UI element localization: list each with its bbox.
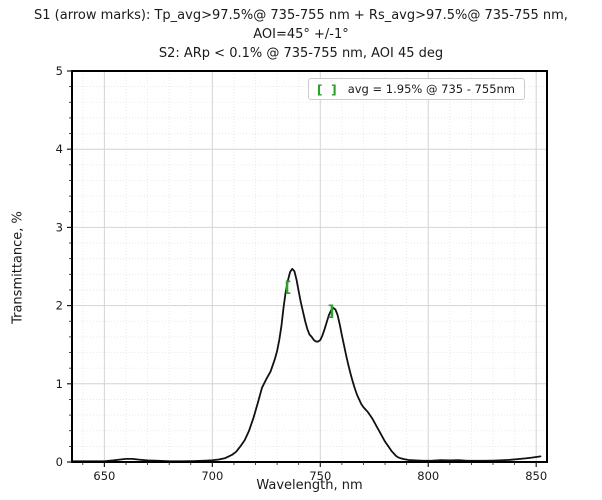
axis-tick-labels: 650 700 750 800 850 0 1 2 3 4 5 [56,64,548,483]
axes-spines [71,70,548,463]
x-tick-label: 850 [525,469,547,483]
plot-area: [] 650 700 750 800 850 0 1 2 3 4 5 [56,64,548,483]
chart-title: S1 (arrow marks): Tp_avg>97.5%@ 735-755 … [0,6,602,63]
y-tick-label: 1 [56,377,63,391]
legend: [ ] avg = 1.95% @ 735 - 755nm [307,78,525,100]
legend-label: avg = 1.95% @ 735 - 755nm [347,82,515,96]
grid-minor [72,71,547,462]
x-tick-label: 700 [201,469,223,483]
y-tick-label: 4 [56,142,63,156]
x-axis-label: Wavelength, nm [256,478,363,493]
y-tick-label: 5 [56,64,63,78]
y-tick-label: 0 [56,455,63,469]
y-axis-label: Transmittance, % [10,211,26,324]
band-bracket-left-icon: [ [284,278,291,296]
y-tick-label: 2 [56,299,63,313]
x-tick-label: 800 [417,469,439,483]
y-tick-label: 3 [56,220,63,234]
transmittance-curve [71,267,542,463]
x-tick-label: 750 [309,469,331,483]
axis-ticks [67,70,537,467]
grid-major [72,71,547,462]
chart-title-line3: S2: ARp < 0.1% @ 735-755 nm, AOI 45 deg [158,46,444,61]
plot-canvas: [] 650 700 750 800 850 0 1 2 3 4 5 [56,64,548,483]
legend-bracket-marker-icon: [ ] [316,81,339,97]
band-bracket-markers: [] [284,278,334,320]
chart-title-line1: S1 (arrow marks): Tp_avg>97.5%@ 735-755 … [34,8,568,23]
band-bracket-right-icon: ] [328,302,335,320]
chart-title-line2: AOI=45° +/-1° [253,27,349,42]
x-tick-label: 650 [93,469,115,483]
